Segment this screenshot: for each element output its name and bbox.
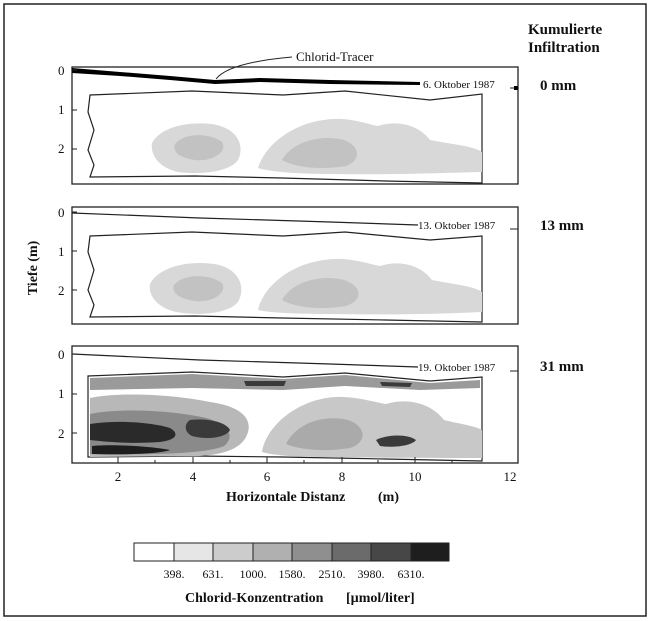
panel-2-plume-right-core bbox=[282, 278, 359, 308]
panel-3-plume-left-dark bbox=[90, 421, 176, 443]
panel-2-tracer-line bbox=[71, 212, 419, 226]
y-tick-label: 1 bbox=[58, 386, 65, 401]
y-tick-label: 2 bbox=[58, 426, 65, 441]
legend-swatch bbox=[370, 542, 412, 562]
y-tick-label: 0 bbox=[58, 205, 65, 220]
panel-3-plume-left-dark-2 bbox=[185, 419, 230, 438]
panel-3-plume-right-core bbox=[286, 418, 363, 451]
panel-1-axes bbox=[71, 66, 519, 185]
legend-bound-label: 631. bbox=[203, 567, 224, 581]
tracer-label: Chlorid-Tracer bbox=[296, 49, 374, 64]
x-tick-label: 10 bbox=[409, 469, 422, 484]
panel-3-plume-right-dark bbox=[376, 435, 416, 447]
x-tick-label: 12 bbox=[504, 469, 517, 484]
x-axis-ticks: 2 4 6 8 10 12 bbox=[115, 457, 517, 484]
y-tick-label: 0 bbox=[58, 63, 65, 78]
legend-unit: [µmol/liter] bbox=[346, 591, 415, 606]
panel-3-tracer-line bbox=[71, 353, 419, 368]
panel-1-plume-right-core bbox=[282, 138, 358, 168]
y-tick-label: 1 bbox=[58, 102, 65, 117]
panel-2-infiltration: 13 mm bbox=[540, 218, 584, 234]
x-axis-label: Horizontale Distanz bbox=[226, 490, 345, 505]
header-title-line2: Infiltration bbox=[528, 40, 600, 56]
legend-bound-label: 2510. bbox=[319, 567, 346, 581]
panel-1-marker bbox=[514, 86, 518, 90]
panel-2-plume-left-core bbox=[173, 276, 224, 302]
panel-1: 6. Oktober 1987 bbox=[71, 66, 519, 185]
panel-1-infiltration: 0 mm bbox=[540, 78, 577, 94]
panel-3-band-top-dark-2 bbox=[380, 382, 412, 387]
legend-bound-label: 398. bbox=[164, 567, 185, 581]
y-tick-label: 2 bbox=[58, 283, 65, 298]
x-tick-label: 4 bbox=[190, 469, 197, 484]
legend-swatch bbox=[331, 542, 372, 562]
x-tick-label: 6 bbox=[264, 469, 271, 484]
legend-swatch bbox=[410, 542, 450, 562]
x-axis-unit: (m) bbox=[378, 490, 399, 505]
legend-swatch bbox=[252, 542, 293, 562]
panel-1-tracer-band bbox=[72, 68, 420, 85]
panel-3: 19. Oktober 1987 bbox=[71, 345, 519, 464]
panel-3-band-top-dark bbox=[244, 381, 286, 386]
y-tick-label: 0 bbox=[58, 347, 65, 362]
x-tick-label: 8 bbox=[339, 469, 346, 484]
legend-swatch bbox=[133, 542, 175, 562]
panel-1-date: 6. Oktober 1987 bbox=[423, 79, 495, 91]
panel-1-plume-left-core bbox=[174, 135, 224, 161]
panel-2: 13. Oktober 1987 bbox=[71, 206, 519, 325]
legend-bound-label: 1580. bbox=[279, 567, 306, 581]
legend-swatch bbox=[173, 542, 214, 562]
panel-3-plume-left-dark-3 bbox=[92, 445, 170, 455]
y-axis-ticks: 0 1 2 0 1 2 0 1 2 bbox=[58, 63, 77, 441]
panel-3-axes bbox=[71, 345, 519, 464]
header-title-line1: Kumulierte bbox=[528, 22, 602, 38]
legend-bound-label: 1000. bbox=[240, 567, 267, 581]
y-tick-label: 2 bbox=[58, 141, 65, 156]
panel-3-date: 19. Oktober 1987 bbox=[418, 362, 496, 374]
legend-title: Chlorid-Konzentration bbox=[185, 591, 324, 606]
legend-bound-label: 3980. bbox=[358, 567, 385, 581]
panel-2-axes bbox=[71, 206, 519, 325]
figure-frame bbox=[3, 3, 647, 617]
legend-swatch bbox=[291, 542, 333, 562]
panel-2-date: 13. Oktober 1987 bbox=[418, 220, 496, 232]
tracer-callout-line bbox=[215, 56, 293, 80]
y-axis-label: Tiefe (m) bbox=[26, 240, 41, 295]
y-tick-label: 1 bbox=[58, 244, 65, 259]
x-tick-label: 2 bbox=[115, 469, 122, 484]
panel-3-infiltration: 31 mm bbox=[540, 359, 584, 375]
legend-bound-label: 6310. bbox=[398, 567, 425, 581]
legend-colorbar: 398. 631. 1000. 1580. 2510. 3980. 6310. bbox=[133, 542, 450, 581]
legend-swatch bbox=[212, 542, 254, 562]
